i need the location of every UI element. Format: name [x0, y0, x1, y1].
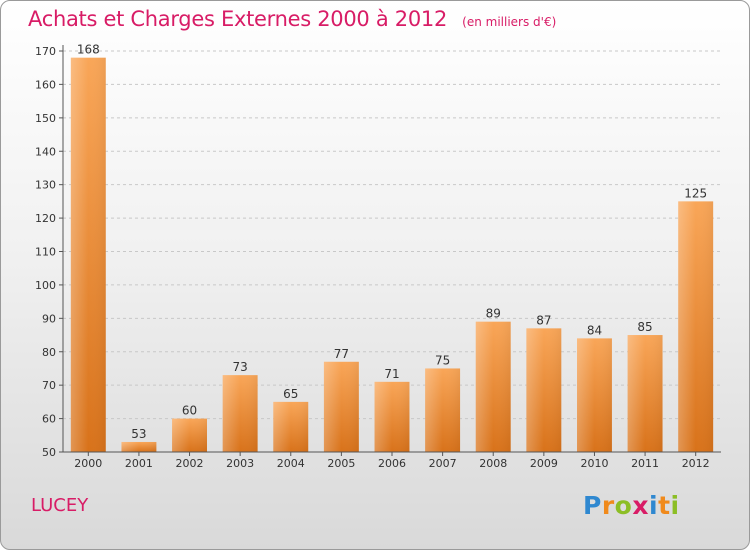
bar-value-label: 53: [131, 427, 146, 441]
bar-value-label: 168: [77, 43, 100, 57]
bar-value-label: 87: [536, 313, 551, 327]
y-tick-label: 120: [35, 212, 56, 225]
y-tick-label: 150: [35, 112, 56, 125]
title-row: Achats et Charges Externes 2000 à 2012 (…: [28, 7, 556, 31]
bar-value-label: 77: [334, 347, 349, 361]
y-tick-label: 160: [35, 78, 56, 91]
y-tick-label: 170: [35, 45, 56, 58]
x-tick-label: 2005: [327, 457, 355, 470]
bar-highlight: [526, 328, 562, 452]
bar-highlight: [374, 381, 410, 452]
bar-value-label: 85: [637, 320, 652, 334]
y-tick-label: 60: [42, 413, 56, 426]
commune-name: LUCEY: [31, 495, 89, 516]
bar-value-label: 84: [587, 323, 602, 337]
bar-highlight: [172, 418, 208, 452]
proxiti-logo: Proxiti: [583, 491, 680, 520]
x-tick-label: 2004: [277, 457, 305, 470]
x-tick-label: 2003: [226, 457, 254, 470]
x-tick-label: 2009: [530, 457, 558, 470]
bar-highlight: [425, 368, 461, 452]
x-tick-label: 2007: [429, 457, 457, 470]
bar-highlight: [222, 375, 258, 452]
bar-highlight: [627, 335, 663, 452]
bar-highlight: [323, 361, 359, 452]
chart-unit: (en milliers d'€): [462, 15, 557, 29]
y-tick-label: 80: [42, 346, 56, 359]
bar-highlight: [678, 201, 714, 452]
y-tick-label: 50: [42, 446, 56, 459]
chart-title: Achats et Charges Externes 2000 à 2012: [28, 7, 448, 31]
bar-value-label: 65: [283, 387, 298, 401]
bar-highlight: [576, 338, 612, 452]
bar-highlight: [121, 441, 157, 452]
x-tick-label: 2001: [125, 457, 153, 470]
bar-value-label: 125: [684, 186, 707, 200]
bar-value-label: 60: [182, 404, 197, 418]
x-tick-label: 2000: [74, 457, 102, 470]
bar-value-label: 75: [435, 353, 450, 367]
x-tick-label: 2008: [479, 457, 507, 470]
x-tick-label: 2002: [176, 457, 204, 470]
y-tick-label: 140: [35, 145, 56, 158]
y-tick-label: 110: [35, 246, 56, 259]
x-tick-label: 2011: [631, 457, 659, 470]
bar-highlight: [70, 57, 106, 452]
y-tick-label: 90: [42, 312, 56, 325]
bar-value-label: 73: [233, 360, 248, 374]
x-tick-label: 2006: [378, 457, 406, 470]
x-tick-label: 2010: [580, 457, 608, 470]
bar-value-label: 71: [384, 367, 399, 381]
bar-value-label: 89: [486, 307, 501, 321]
bar-highlight: [273, 401, 309, 452]
y-tick-label: 130: [35, 179, 56, 192]
y-tick-label: 70: [42, 379, 56, 392]
y-tick-label: 100: [35, 279, 56, 292]
x-tick-label: 2012: [682, 457, 710, 470]
bar-highlight: [475, 321, 511, 452]
